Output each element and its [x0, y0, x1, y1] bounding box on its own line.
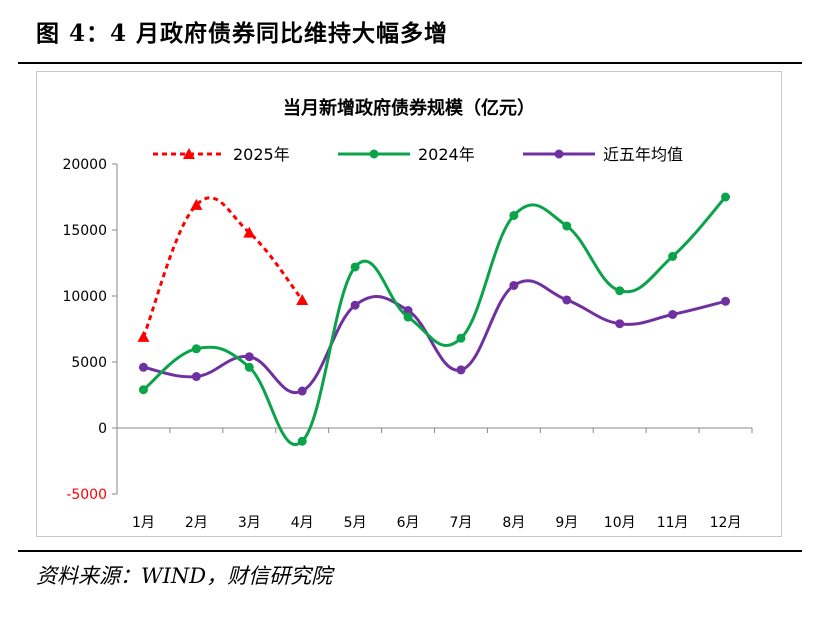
data-point: [244, 352, 254, 362]
x-tick-label: 6月: [397, 515, 420, 531]
data-point: [403, 306, 413, 316]
series-line: [142, 196, 304, 338]
data-point: [350, 262, 360, 272]
x-tick-label: 5月: [344, 515, 367, 531]
data-point: [562, 295, 572, 305]
x-tick-label: 9月: [555, 515, 578, 531]
data-point: [191, 372, 201, 382]
series-layer: [137, 192, 731, 446]
top-rule: [18, 62, 802, 64]
series-1: [138, 192, 731, 446]
x-tick-label: 1月: [132, 515, 155, 531]
data-point: [509, 280, 519, 290]
chart-frame: [36, 71, 782, 537]
y-tick-label: 0: [98, 421, 107, 437]
data-point: [244, 362, 254, 372]
data-point: [138, 385, 148, 395]
x-tick-label: 10月: [604, 515, 636, 531]
legend-swatch-marker: [369, 149, 379, 159]
source-note: 资料来源：WIND，财信研究院: [36, 564, 333, 588]
x-tick-label: 4月: [291, 515, 314, 531]
data-point: [137, 330, 150, 342]
data-point: [615, 319, 625, 329]
data-point: [721, 192, 731, 202]
data-point: [191, 344, 201, 354]
data-point: [668, 251, 678, 261]
y-tick-label: -5000: [66, 487, 107, 503]
x-tick-label: 3月: [238, 515, 261, 531]
data-point: [509, 210, 519, 220]
data-point: [138, 362, 148, 372]
data-point: [190, 198, 203, 210]
data-point: [615, 286, 625, 296]
figure-title: 图 4：4 月政府债券同比维持大幅多增: [36, 20, 449, 47]
data-point: [668, 309, 678, 319]
data-point: [243, 226, 256, 238]
legend: 2025年 2024年 近五年均值: [153, 145, 683, 164]
y-tick-label: 10000: [62, 289, 107, 305]
legend-label: 2024年: [418, 145, 475, 164]
chart-title: 当月新增政府债券规模（亿元）: [283, 97, 535, 119]
data-point: [456, 333, 466, 343]
data-point: [721, 296, 731, 306]
data-point: [297, 436, 307, 446]
legend-label: 近五年均值: [603, 145, 683, 164]
legend-label: 2025年: [233, 145, 290, 164]
data-point: [403, 312, 413, 322]
x-tick-label: 11月: [657, 515, 689, 531]
x-tick-label: 12月: [710, 515, 742, 531]
series-2: [138, 279, 731, 396]
legend-swatch-marker: [554, 149, 564, 159]
series-0: [137, 196, 309, 342]
axes: 20000 15000 10000 5000 0 -5000 1月 2月 3月 4月 5月 6月 7月 8…: [62, 157, 753, 531]
data-point: [456, 365, 466, 375]
y-tick-label: 20000: [62, 157, 107, 173]
data-point: [350, 300, 360, 310]
y-tick-label: 15000: [62, 223, 107, 239]
data-point: [296, 293, 309, 305]
legend-swatch-marker: [183, 148, 195, 159]
bottom-rule: [18, 550, 802, 552]
series-line: [143, 279, 726, 395]
x-tick-label: 8月: [502, 515, 525, 531]
data-point: [297, 386, 307, 396]
data-point: [562, 221, 572, 231]
y-tick-label: 5000: [71, 355, 107, 371]
series-line: [142, 196, 727, 446]
x-tick-label: 7月: [449, 515, 472, 531]
x-tick-label: 2月: [185, 515, 208, 531]
